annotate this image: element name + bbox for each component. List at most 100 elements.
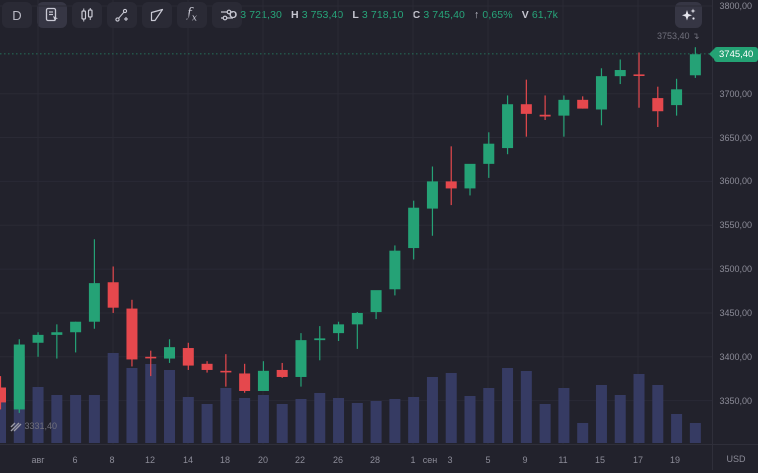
volume-label: V	[521, 9, 529, 21]
volume-bar	[220, 388, 232, 443]
volume-bar	[276, 404, 288, 443]
candle	[145, 356, 157, 359]
volume-bar	[539, 404, 551, 443]
volume-bar	[70, 395, 82, 443]
volume-bar	[201, 404, 213, 443]
low-marker: 3331,40	[10, 421, 57, 432]
volume-bar	[408, 397, 420, 443]
candlestick-chart[interactable]	[0, 0, 712, 444]
candle	[445, 181, 457, 189]
candle	[70, 321, 82, 333]
hatch-icon	[10, 422, 22, 432]
volume-bar	[295, 399, 307, 443]
candle	[370, 290, 382, 313]
x-tick-label: 20	[257, 455, 269, 465]
change-arrow-icon: ↑	[474, 9, 480, 21]
volume-bar	[370, 401, 382, 443]
volume-bar	[0, 395, 6, 443]
low-value: 3 718,10	[361, 9, 404, 21]
volume-bar	[333, 398, 345, 443]
x-tick-label: 11	[558, 455, 568, 465]
volume-bar	[445, 373, 457, 443]
volume-bar	[351, 403, 363, 443]
candle	[107, 282, 119, 308]
x-tick-label: 1	[410, 455, 416, 465]
y-tick-label: 3550,00	[719, 220, 752, 231]
volume-bar	[426, 377, 438, 443]
candle	[614, 70, 626, 77]
volume-bar	[614, 395, 626, 443]
close-value: 3 745,40	[423, 9, 466, 21]
x-tick-label: 19	[669, 455, 681, 465]
candle	[32, 334, 44, 343]
volume-bar	[239, 398, 251, 443]
volume-bar	[88, 395, 100, 443]
volume-bar	[520, 371, 532, 443]
candle	[595, 76, 607, 110]
template-icon	[45, 7, 58, 22]
open-label: O	[229, 9, 238, 21]
y-tick-label: 3450,00	[719, 307, 752, 318]
volume-value: 61,7k	[531, 9, 559, 21]
x-tick-label: 8	[109, 455, 115, 465]
candle	[88, 283, 100, 322]
low-label: L	[352, 9, 359, 21]
volume-bar	[633, 374, 645, 443]
sparkles-icon	[681, 8, 695, 21]
change-value: 0,65%	[482, 9, 513, 21]
candle	[558, 99, 570, 116]
volume-bar	[558, 388, 570, 443]
x-tick-label: 15	[594, 455, 606, 465]
high-label: H	[291, 9, 299, 21]
candle	[13, 344, 25, 410]
candle	[164, 347, 176, 359]
candle	[126, 308, 138, 360]
candle	[182, 348, 194, 366]
volume-bar	[51, 395, 63, 443]
candle	[201, 363, 213, 370]
candle	[239, 373, 251, 392]
y-tick-label: 3600,00	[719, 176, 752, 187]
volume-bar	[671, 414, 683, 443]
volume-bar	[652, 385, 664, 443]
volume-bar	[164, 370, 176, 443]
y-tick-label: 3500,00	[719, 264, 752, 275]
shape-icon	[150, 8, 164, 22]
volume-bar	[145, 364, 157, 443]
x-tick-label: сен	[422, 455, 438, 465]
candle	[689, 54, 701, 76]
currency-label: USD	[712, 444, 758, 470]
price-axis[interactable]: 3800,00 3700,00 3650,00 3600,00 3550,00 3500,…	[712, 0, 758, 444]
candle	[483, 143, 495, 164]
candle	[220, 370, 232, 373]
indicators-fx-icon: fx	[187, 6, 197, 24]
high-value: 3 753,40	[301, 9, 344, 21]
volume-bar	[483, 388, 495, 443]
close-label: C	[412, 9, 421, 21]
x-tick-label: 6	[72, 455, 78, 465]
y-tick-label: 3800,00	[719, 1, 752, 11]
y-tick-label: 3350,00	[719, 395, 752, 406]
x-tick-label: 18	[219, 455, 231, 465]
x-tick-label: 22	[294, 455, 306, 465]
high-marker: 3753,40 ↴	[657, 31, 700, 41]
settings-sliders-icon	[221, 9, 233, 21]
x-tick-label: 3	[447, 455, 453, 465]
volume-bar	[182, 397, 194, 443]
time-axis[interactable]: авг 6 8 12 14 18 20 22 26 28 1 сен 3 5 9 11 15 17 19	[0, 444, 712, 470]
volume-bar	[464, 396, 476, 443]
draw-line-icon	[115, 8, 128, 22]
candle	[51, 332, 63, 335]
candle	[0, 387, 6, 403]
candles-icon	[81, 8, 93, 22]
candle	[408, 207, 420, 249]
candle	[577, 99, 589, 109]
candle	[314, 338, 326, 341]
candle	[520, 104, 532, 114]
x-tick-label: 28	[369, 455, 381, 465]
candle	[652, 98, 664, 112]
x-tick-label: 26	[332, 455, 344, 465]
low-marker-value: 3331,40	[24, 421, 58, 431]
x-tick-label: авг	[31, 455, 45, 465]
